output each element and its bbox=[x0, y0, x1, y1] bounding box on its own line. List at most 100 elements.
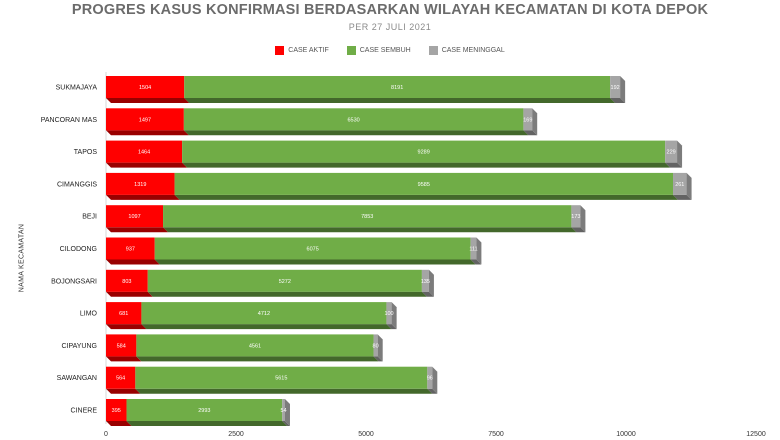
legend-swatch-meninggal bbox=[428, 46, 438, 55]
category-label-sawangan: SAWANGAN bbox=[57, 375, 97, 382]
data-label-case-meninggal-cimanggis: 261 bbox=[675, 182, 684, 188]
data-label-case-sembuh-tapos: 9289 bbox=[418, 150, 430, 156]
data-label-case-aktif-tapos: 1464 bbox=[138, 150, 150, 156]
bar-depth-case-meninggal-beji bbox=[571, 227, 586, 233]
bar-case-sembuh-tapos bbox=[182, 140, 666, 163]
data-label-case-sembuh-pancoran-mas: 6530 bbox=[347, 117, 359, 123]
category-label-cinere: CINERE bbox=[71, 408, 98, 415]
bar-side-cilodong bbox=[476, 237, 482, 265]
chart-subtitle: PER 27 JULI 2021 bbox=[348, 22, 432, 32]
bar-depth-case-aktif-cipayung bbox=[106, 356, 142, 362]
bar-depth-case-aktif-tapos bbox=[106, 162, 188, 168]
bar-case-sembuh-sawangan bbox=[135, 366, 428, 389]
data-label-case-aktif-sukmajaya: 1504 bbox=[139, 85, 151, 91]
legend-label-aktif: CASE AKTIF bbox=[288, 47, 329, 54]
bar-case-meninggal-cipayung bbox=[373, 334, 378, 357]
category-label-beji: BEJI bbox=[82, 214, 97, 221]
data-label-case-meninggal-cipayung: 80 bbox=[373, 343, 379, 349]
bar-side-cipayung bbox=[377, 334, 383, 362]
bar-case-meninggal-cilodong bbox=[470, 237, 477, 260]
category-label-cipayung: CIPAYUNG bbox=[61, 343, 97, 350]
x-tick-label-5: 12500 bbox=[746, 431, 766, 438]
bar-depth-case-meninggal-sukmajaya bbox=[610, 98, 626, 103]
x-tick-label-1: 2500 bbox=[228, 431, 244, 438]
bar-case-sembuh-pancoran-mas bbox=[183, 108, 524, 131]
data-label-case-meninggal-cinere: 54 bbox=[281, 408, 287, 414]
bar-depth-case-sembuh-cipayung bbox=[136, 356, 379, 362]
data-label-case-aktif-limo: 681 bbox=[119, 311, 128, 317]
data-label-case-aktif-cipayung: 584 bbox=[117, 343, 126, 349]
bar-case-meninggal-bojongsari bbox=[421, 269, 429, 292]
bar-case-aktif-pancoran-mas bbox=[106, 108, 184, 131]
legend-item-sembuh: CASE SEMBUH bbox=[346, 46, 411, 55]
bar-case-meninggal-cinere bbox=[282, 399, 285, 421]
x-tick-label-2: 5000 bbox=[358, 431, 374, 438]
bar-case-meninggal-beji bbox=[571, 205, 581, 228]
bar-depth-case-aktif-bojongsari bbox=[106, 291, 153, 297]
bar-depth-case-sembuh-pancoran-mas bbox=[183, 130, 529, 136]
bar-case-aktif-cimanggis bbox=[106, 172, 175, 195]
x-tick-label-0: 0 bbox=[104, 431, 108, 438]
bar-case-meninggal-tapos bbox=[665, 140, 678, 163]
bar-case-sembuh-cimanggis bbox=[174, 172, 674, 195]
bar-case-sembuh-cipayung bbox=[136, 334, 374, 357]
category-label-limo: LIMO bbox=[80, 311, 98, 318]
bar-case-meninggal-pancoran-mas bbox=[523, 108, 533, 131]
category-label-cilodong: CILODONG bbox=[60, 246, 97, 253]
bar-depth-case-aktif-cimanggis bbox=[106, 194, 180, 200]
bar-depth-case-aktif-cilodong bbox=[106, 259, 160, 265]
data-label-case-meninggal-bojongsari: 135 bbox=[421, 279, 430, 285]
bar-depth-case-meninggal-cinere bbox=[282, 421, 290, 426]
legend: CASE AKTIF CASE SEMBUH CASE MENINGGAL bbox=[0, 46, 780, 55]
bar-depth-case-aktif-beji bbox=[106, 227, 169, 233]
category-label-tapos: TAPOS bbox=[74, 149, 98, 156]
bar-depth-case-aktif-sukmajaya bbox=[106, 98, 190, 103]
bar-depth-case-meninggal-cimanggis bbox=[673, 194, 692, 200]
bar-depth-case-sembuh-cimanggis bbox=[174, 194, 679, 200]
bar-depth-case-sembuh-tapos bbox=[182, 162, 671, 168]
bar-depth-case-sembuh-beji bbox=[163, 227, 577, 233]
bar-depth-case-meninggal-cilodong bbox=[470, 259, 482, 265]
data-label-case-meninggal-sawangan: 96 bbox=[427, 376, 433, 382]
data-label-case-sembuh-sawangan: 5615 bbox=[275, 376, 287, 382]
bar-depth-case-meninggal-pancoran-mas bbox=[523, 130, 538, 136]
bar-case-sembuh-bojongsari bbox=[147, 269, 422, 292]
bar-case-meninggal-sukmajaya bbox=[610, 76, 621, 98]
category-label-bojongsari: BOJONGSARI bbox=[51, 278, 97, 285]
data-label-case-meninggal-tapos: 229 bbox=[667, 150, 676, 156]
data-label-case-meninggal-beji: 173 bbox=[571, 214, 580, 220]
bar-side-limo bbox=[391, 302, 397, 330]
category-label-sukmajaya: SUKMAJAYA bbox=[56, 85, 98, 92]
data-label-case-meninggal-cilodong: 111 bbox=[469, 247, 477, 253]
bar-depth-case-meninggal-sawangan bbox=[427, 388, 438, 394]
data-label-case-sembuh-cimanggis: 9585 bbox=[418, 182, 430, 188]
bar-case-aktif-sawangan bbox=[106, 366, 136, 389]
data-label-case-aktif-cilodong: 937 bbox=[126, 247, 135, 253]
data-label-case-meninggal-pancoran-mas: 169 bbox=[523, 117, 532, 123]
bar-depth-case-sembuh-cilodong bbox=[154, 259, 476, 265]
data-label-case-aktif-pancoran-mas: 1497 bbox=[139, 117, 151, 123]
bar-depth-case-aktif-pancoran-mas bbox=[106, 130, 189, 136]
data-label-case-aktif-beji: 1097 bbox=[128, 214, 140, 220]
data-label-case-sembuh-beji: 7853 bbox=[361, 214, 373, 220]
chart-title: PROGRES KASUS KONFIRMASI BERDASARKAN WIL… bbox=[71, 2, 709, 18]
legend-item-meninggal: CASE MENINGGAL bbox=[428, 46, 505, 55]
bar-case-aktif-tapos bbox=[106, 140, 183, 163]
bar-side-sukmajaya bbox=[620, 76, 626, 103]
bar-side-cinere bbox=[284, 399, 290, 426]
bar-side-pancoran-mas bbox=[532, 108, 538, 136]
bar-case-aktif-cilodong bbox=[106, 237, 155, 260]
bar-case-sembuh-limo bbox=[141, 302, 387, 325]
bar-case-aktif-cipayung bbox=[106, 334, 137, 357]
data-label-case-aktif-cimanggis: 1319 bbox=[134, 182, 146, 188]
data-label-case-sembuh-limo: 4712 bbox=[258, 311, 270, 317]
category-label-cimanggis: CIMANGGIS bbox=[57, 181, 97, 188]
bar-case-aktif-cinere bbox=[106, 399, 127, 421]
bar-case-meninggal-sawangan bbox=[427, 366, 433, 389]
bar-case-aktif-bojongsari bbox=[106, 269, 148, 292]
legend-swatch-sembuh bbox=[346, 46, 356, 55]
bar-depth-case-meninggal-cipayung bbox=[373, 356, 383, 362]
data-label-case-sembuh-cipayung: 4561 bbox=[249, 343, 261, 349]
x-tick-label-3: 7500 bbox=[488, 431, 504, 438]
